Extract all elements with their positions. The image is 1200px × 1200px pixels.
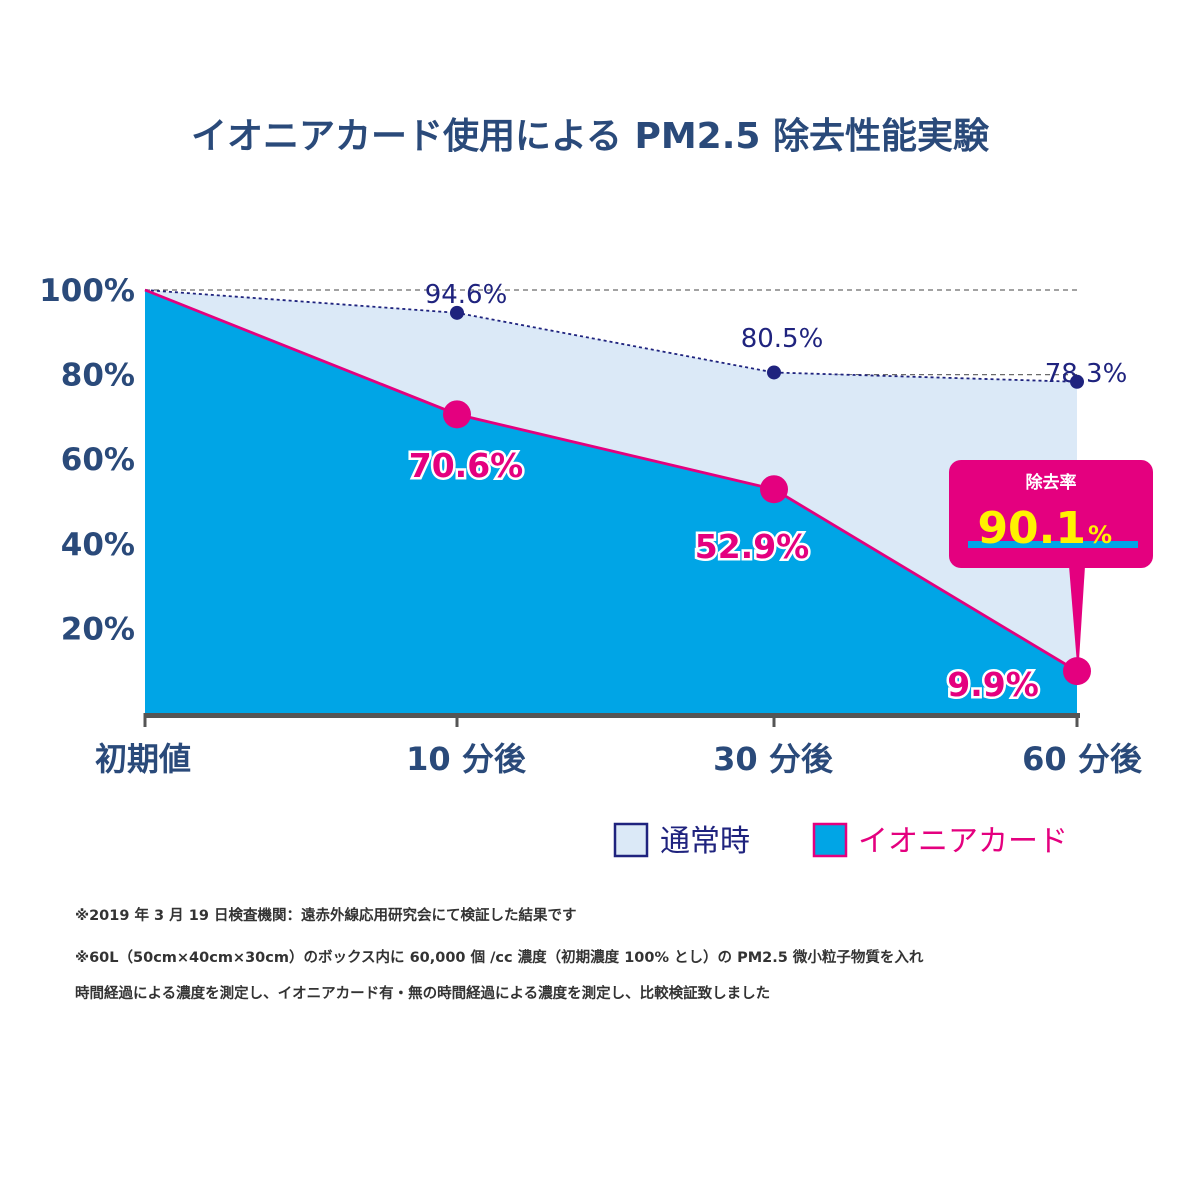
legend: 通常時 イオニアカード (613, 822, 1068, 859)
area-layer (145, 290, 1077, 713)
footnote-1: ※2019 年 3 月 19 日検査機関：遠赤外線応用研究会にて検証した結果です (75, 906, 576, 924)
callout-pointer (1069, 566, 1085, 676)
legend-swatch-normal (613, 822, 649, 858)
data-label-card: 52.9% (695, 527, 810, 566)
series-normal-point (450, 305, 464, 320)
callout-underline (968, 541, 1138, 548)
data-label-normal: 80.5% (741, 324, 824, 354)
data-label-normal: 94.6% (425, 280, 508, 310)
data-label-card: 9.9% (947, 665, 1039, 704)
footnotes: ※2019 年 3 月 19 日検査機関：遠赤外線応用研究会にて検証した結果です… (75, 906, 924, 1002)
x-tick-label: 初期値 (95, 740, 191, 778)
y-tick-label: 80% (61, 358, 135, 394)
legend-swatch-card (812, 822, 848, 858)
footnote-3: 時間経過による濃度を測定し、イオニアカード有・無の時間経過による濃度を測定し、比… (75, 984, 770, 1002)
data-label-normal: 78.3% (1045, 359, 1128, 389)
x-tick-label: 30 分後 (713, 740, 834, 778)
legend-label-normal: 通常時 (660, 824, 750, 859)
callout-value: 90.1 (977, 503, 1086, 554)
series-card-point (443, 400, 471, 429)
x-tick-label: 10 分後 (406, 740, 527, 778)
series-normal-point (767, 365, 781, 380)
callout-heading: 除去率 (1026, 472, 1077, 493)
series-card-area (145, 290, 1077, 713)
x-tick-label: 60 分後 (1022, 740, 1143, 778)
y-tick-label: 40% (61, 527, 135, 563)
axes: 100% 80% 60% 40% 20% 初期値 10 分後 30 分後 60 分後 (39, 273, 1143, 778)
callout-unit: % (1088, 521, 1112, 549)
line-layer (144, 288, 1091, 686)
y-tick-label: 100% (39, 273, 135, 309)
legend-label-card: イオニアカード (858, 824, 1068, 859)
series-card-point (1063, 657, 1091, 686)
x-axis-line (145, 713, 1080, 718)
series-card-point (760, 475, 788, 504)
series-card-line (144, 288, 1078, 673)
chart-title: イオニアカード使用による PM2.5 除去性能実験 (191, 116, 990, 157)
series-normal-point (1070, 374, 1084, 389)
removal-rate-callout: 除去率 90.1% (949, 460, 1153, 676)
y-tick-label: 20% (61, 611, 135, 647)
y-tick-label: 60% (61, 442, 135, 478)
series-normal-line (144, 289, 1078, 383)
data-label-card: 70.6% (409, 446, 524, 485)
footnote-2: ※60L（50cm×40cm×30cm）のボックス内に 60,000 個 /cc… (75, 948, 924, 966)
data-labels: 94.6% 80.5% 78.3% 70.6% 52.9% 9.9% (406, 280, 1128, 707)
